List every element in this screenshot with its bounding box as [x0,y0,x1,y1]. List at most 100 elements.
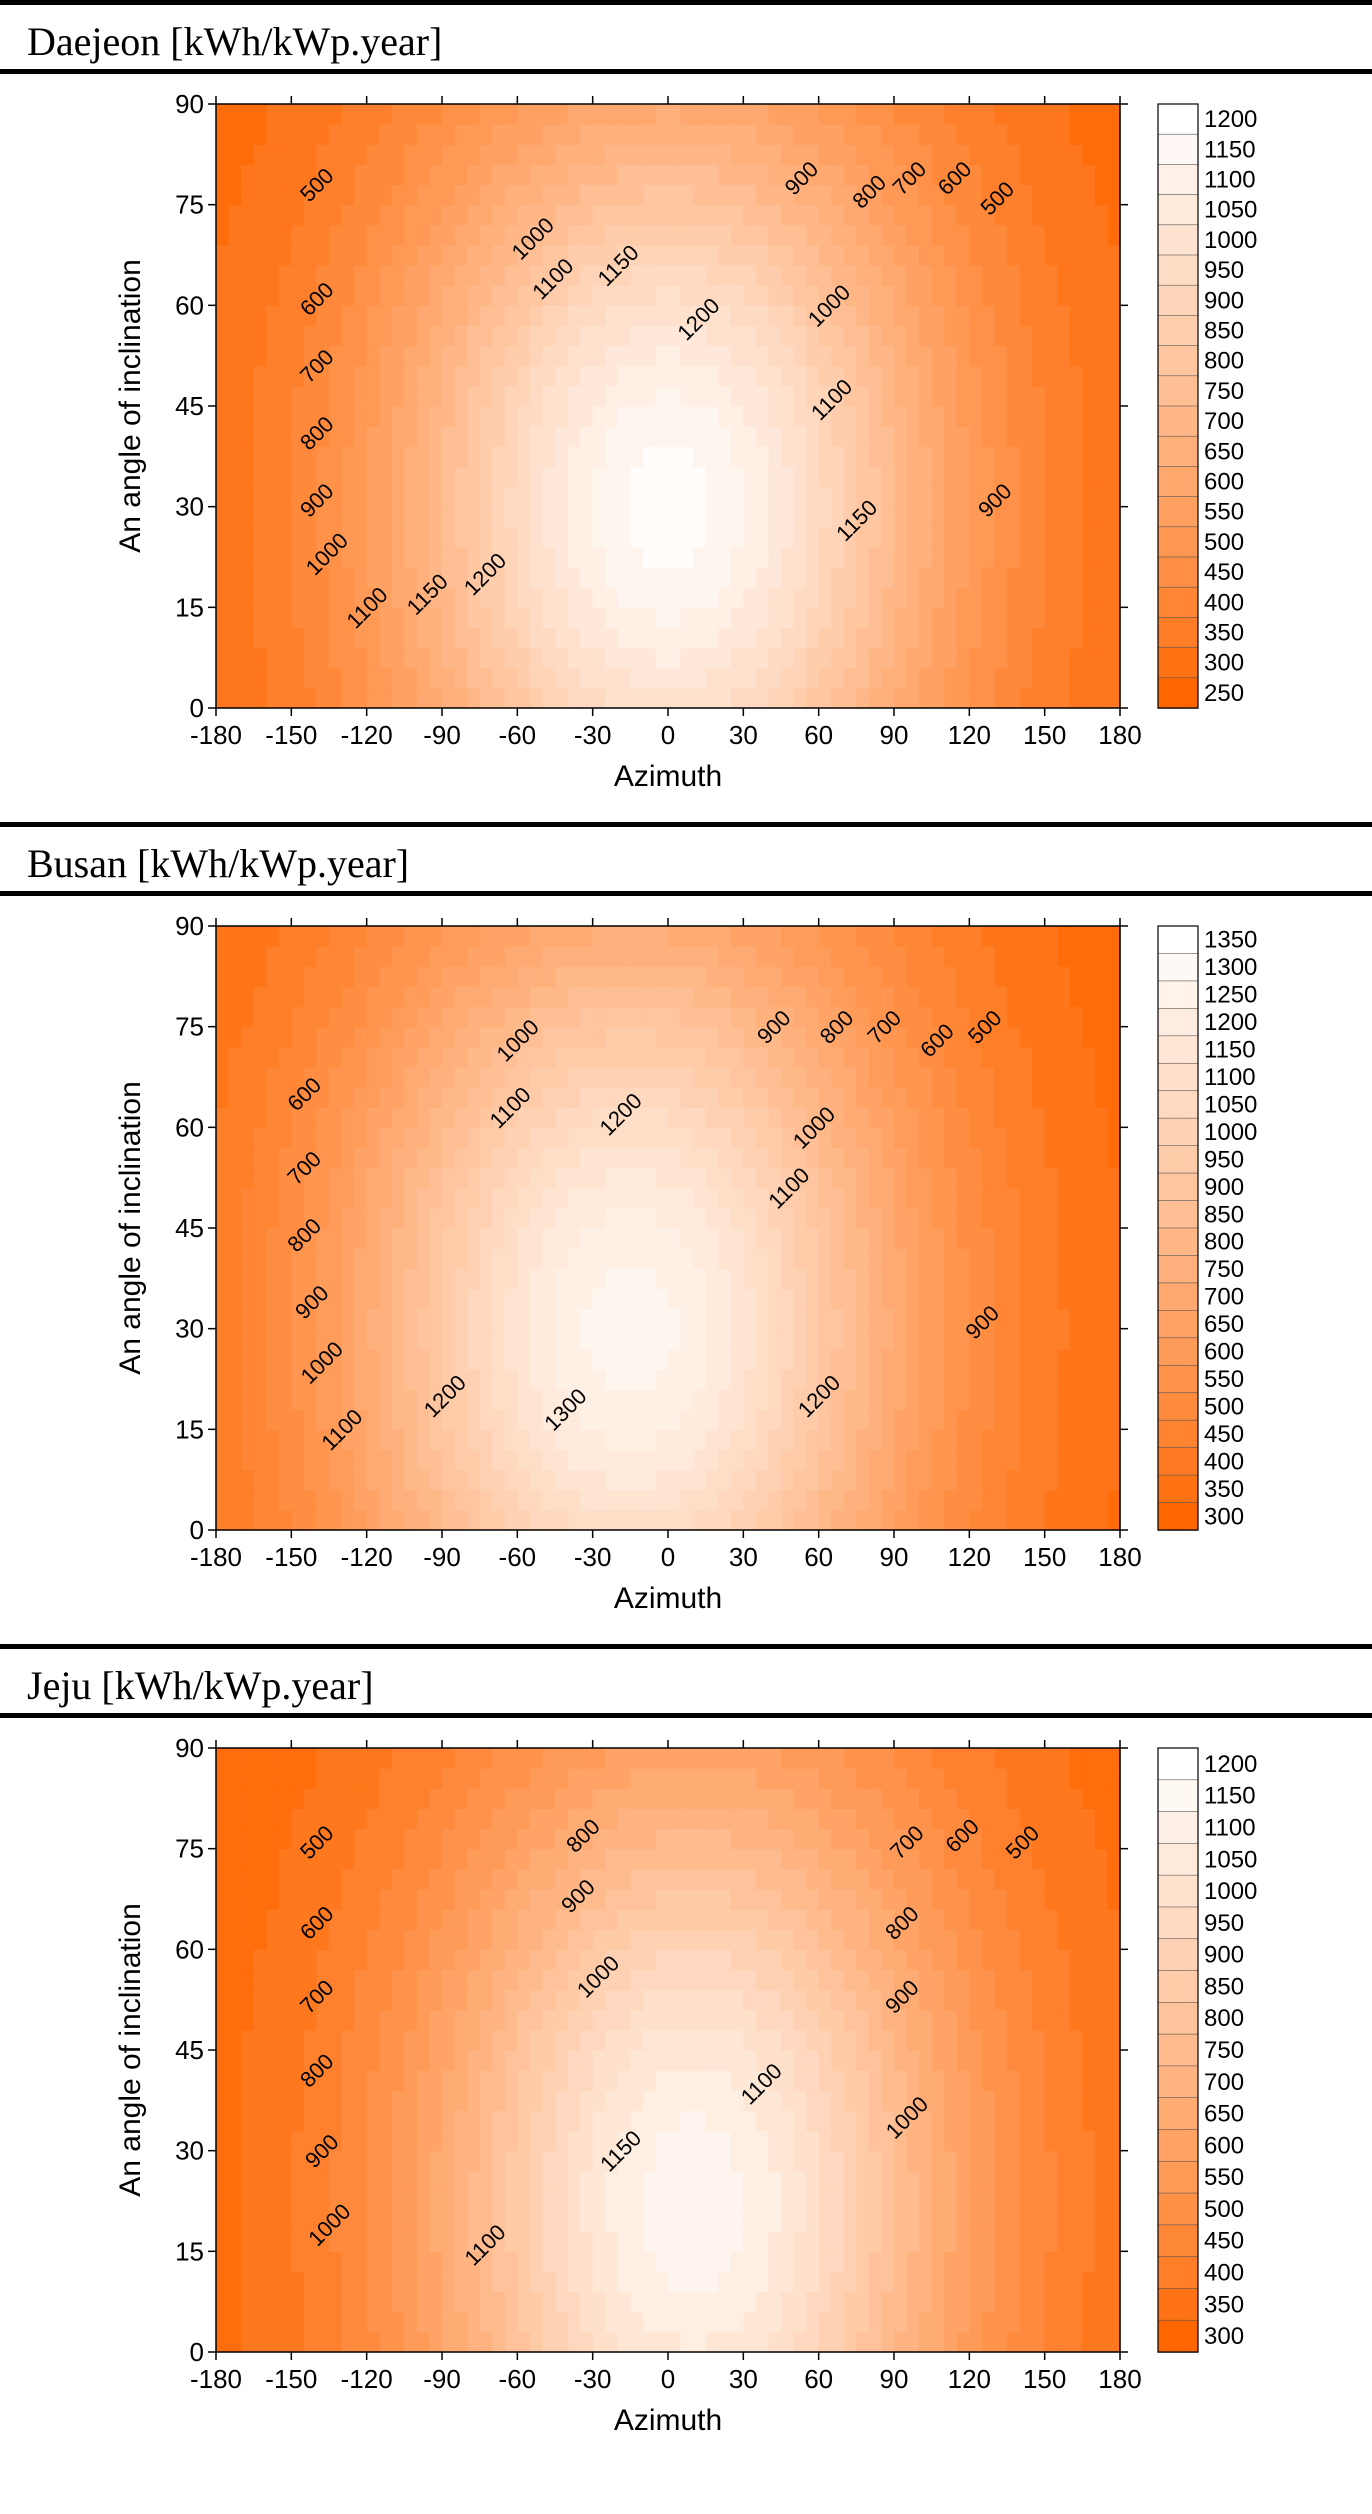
contour-cell [994,104,1008,125]
contour-cell [693,365,707,387]
contour-cell [504,687,518,709]
contour-cell [316,587,330,608]
contour-cell [241,325,255,347]
contour-cell [442,986,456,1008]
contour-cell [291,687,305,709]
contour-cell [1007,486,1021,508]
contour-cell [467,647,481,669]
contour-cell [241,345,255,367]
contour-cell [906,1389,920,1410]
contour-cell [730,365,744,387]
contour-cell [655,946,669,967]
contour-cell [843,2311,857,2333]
contour-cell [1069,124,1083,145]
contour-cell [1107,1107,1121,1128]
contour-cell [266,204,280,226]
contour-cell [743,184,757,206]
contour-cell [1107,446,1121,467]
contour-cell [404,1026,418,1048]
contour-cell [894,164,908,186]
legend-swatch [1157,617,1199,649]
contour-cell [529,526,544,548]
contour-cell [278,506,292,528]
contour-cell [542,2331,556,2353]
contour-cell [642,1509,657,1531]
contour-cell [228,2311,242,2333]
contour-cell [642,406,657,427]
contour-cell [542,164,556,186]
contour-cell [1032,466,1046,488]
contour-cell [241,385,255,407]
contour-cell [868,144,883,165]
contour-cell [354,506,368,528]
contour-cell [467,986,481,1008]
contour-cell [391,1127,405,1149]
contour-cell [429,385,443,407]
contour-cell [894,966,908,987]
contour-cell [868,2251,883,2273]
contour-cell [1032,124,1046,145]
contour-cell [291,2251,305,2273]
contour-cell [994,244,1008,266]
contour-cell [680,1348,694,1370]
contour-cell [529,184,544,206]
contour-cell [831,184,845,206]
contour-cell [768,2291,782,2313]
contour-cell [843,2291,857,2313]
contour-cell [969,224,983,246]
contour-cell [969,647,983,669]
contour-cell [705,1107,719,1128]
contour-cell [818,365,832,387]
contour-cell [278,1288,292,1310]
contour-cell [1107,104,1121,125]
contour-cell [1057,1147,1071,1169]
contour-cell [944,466,958,488]
contour-cell [416,926,431,947]
contour-cell [354,1469,368,1491]
contour-cell [919,1006,933,1028]
contour-cell [1069,587,1083,608]
contour-cell [404,647,418,669]
contour-cell [919,647,933,669]
contour-cell [529,926,544,947]
contour-cell [605,2231,619,2252]
contour-cell [253,1147,267,1169]
contour-cell [605,1187,619,1209]
contour-cell [630,946,644,967]
contour-cell [818,1187,832,1209]
contour-cell [906,426,920,447]
contour-cell [379,1308,393,1330]
contour-cell [517,946,531,967]
contour-cell [517,1409,531,1430]
contour-cell [969,1167,983,1189]
contour-cell [303,546,318,568]
contour-cell [605,546,619,568]
contour-cell [278,1308,292,1330]
contour-cell [969,687,983,709]
contour-cell [605,1288,619,1310]
contour-cell [303,385,318,407]
contour-cell [718,285,732,306]
contour-cell [266,305,280,327]
contour-cell [931,1469,945,1491]
contour-cell [1082,204,1096,226]
contour-cell [1032,1348,1046,1370]
contour-cell [580,2271,594,2293]
contour-cell [316,1167,330,1189]
contour-cell [1069,1207,1083,1229]
contour-cell [956,305,970,327]
contour-cell [379,2231,393,2252]
contour-cell [843,1147,857,1169]
contour-cell [467,486,481,508]
contour-cell [241,1046,255,1068]
contour-cell [806,506,820,528]
contour-cell [266,627,280,649]
contour-cell [1007,687,1021,709]
contour-cell [843,265,857,286]
contour-cell [617,1228,631,1249]
contour-cell [354,2331,368,2353]
contour-cell [969,546,983,568]
contour-cell [693,546,707,568]
contour-cell [718,2291,732,2313]
contour-cell [278,1348,292,1370]
